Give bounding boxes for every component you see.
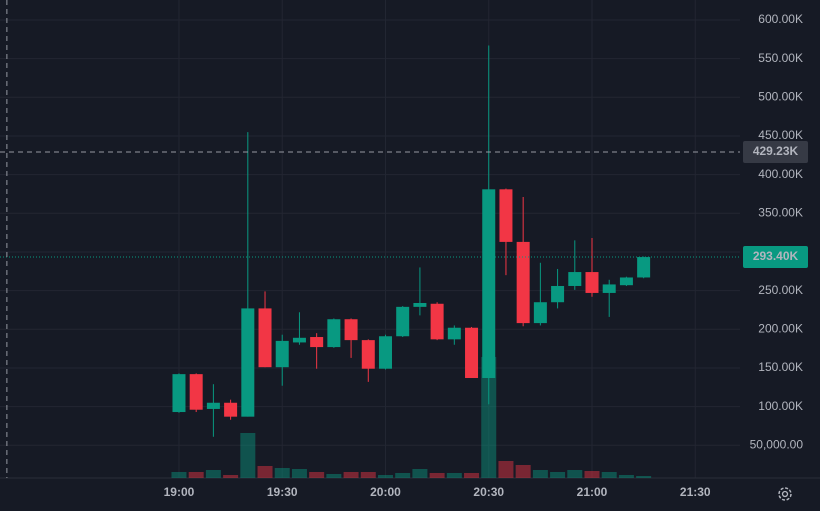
candle-body bbox=[172, 374, 186, 413]
volume-bar bbox=[377, 475, 393, 478]
candle-body bbox=[637, 257, 651, 278]
x-tick-label: 20:30 bbox=[473, 485, 504, 499]
volume-bar bbox=[636, 476, 652, 478]
candle-body bbox=[310, 337, 324, 348]
candle-body bbox=[585, 272, 599, 293]
volume-bar bbox=[446, 473, 462, 478]
volume-bar bbox=[223, 475, 239, 478]
volume-bar bbox=[205, 470, 221, 478]
volume-bar bbox=[360, 472, 376, 478]
volume-bar bbox=[481, 357, 497, 478]
x-tick-label: 19:30 bbox=[267, 485, 298, 499]
y-tick-label: 400.00K bbox=[758, 167, 803, 181]
volume-bar bbox=[515, 465, 531, 478]
candle-body bbox=[619, 277, 633, 286]
x-tick-label: 19:00 bbox=[164, 485, 195, 499]
volume-bar bbox=[618, 475, 634, 478]
volume-bar bbox=[309, 472, 325, 478]
y-tick-label: 550.00K bbox=[758, 51, 803, 65]
candle-body bbox=[189, 374, 203, 410]
volume-bar bbox=[429, 473, 445, 478]
y-tick-label: 500.00K bbox=[758, 89, 803, 103]
crosshair-label: 429.23K bbox=[753, 144, 799, 158]
gear-outline bbox=[778, 487, 792, 501]
y-tick-label: 150.00K bbox=[758, 360, 803, 374]
last-price-label: 293.40K bbox=[753, 249, 799, 263]
y-tick-label: 200.00K bbox=[758, 321, 803, 335]
candle-body bbox=[551, 285, 565, 303]
last-price-box bbox=[743, 246, 808, 269]
y-tick-label: 250.00K bbox=[758, 283, 803, 297]
volume-bar bbox=[498, 461, 514, 478]
candle-body bbox=[327, 319, 341, 348]
candle-body bbox=[602, 284, 616, 293]
candle-body bbox=[430, 303, 444, 340]
volume-bar bbox=[584, 471, 600, 478]
candle-body bbox=[224, 402, 238, 417]
volume-bar bbox=[601, 472, 617, 478]
volume-bar bbox=[412, 469, 428, 478]
volume-bar bbox=[240, 433, 256, 478]
volume-bar bbox=[188, 472, 204, 478]
candle-body bbox=[516, 241, 530, 324]
volume-bar bbox=[464, 473, 480, 478]
candle-body bbox=[533, 302, 547, 324]
candle-body bbox=[465, 327, 479, 379]
candle-body bbox=[396, 306, 410, 337]
volume-bar bbox=[171, 472, 187, 478]
volume-bar bbox=[274, 468, 290, 478]
x-tick-label: 21:00 bbox=[577, 485, 608, 499]
candle-body bbox=[206, 402, 220, 409]
candle-body bbox=[275, 340, 289, 368]
crosshair-box bbox=[743, 141, 808, 164]
y-tick-label: 350.00K bbox=[758, 205, 803, 219]
y-tick-label: 600.00K bbox=[758, 12, 803, 26]
candle-body bbox=[344, 319, 358, 341]
y-tick-label: 450.00K bbox=[758, 128, 803, 142]
gear-center bbox=[781, 490, 789, 498]
candle-body bbox=[292, 337, 306, 343]
volume-bar bbox=[395, 473, 411, 478]
candle-body bbox=[413, 302, 427, 307]
candle-body bbox=[258, 308, 272, 368]
candle-body bbox=[241, 308, 255, 417]
candle-body bbox=[482, 189, 496, 379]
volume-bar bbox=[257, 466, 273, 478]
candle-body bbox=[499, 189, 513, 242]
candle-body bbox=[378, 336, 392, 369]
volume-bar bbox=[343, 472, 359, 478]
candle-body bbox=[447, 327, 461, 340]
y-tick-label: 50,000.00 bbox=[750, 437, 804, 451]
candle-body bbox=[361, 340, 375, 369]
volume-bar bbox=[532, 470, 548, 478]
x-tick-label: 21:30 bbox=[680, 485, 711, 499]
volume-bar bbox=[291, 469, 307, 478]
x-tick-label: 20:00 bbox=[370, 485, 401, 499]
volume-bar bbox=[326, 474, 342, 478]
settings-icon[interactable] bbox=[778, 487, 792, 501]
y-tick-label: 100.00K bbox=[758, 399, 803, 413]
volume-bar bbox=[550, 472, 566, 478]
volume-bar bbox=[567, 470, 583, 478]
candle-body bbox=[568, 272, 582, 286]
